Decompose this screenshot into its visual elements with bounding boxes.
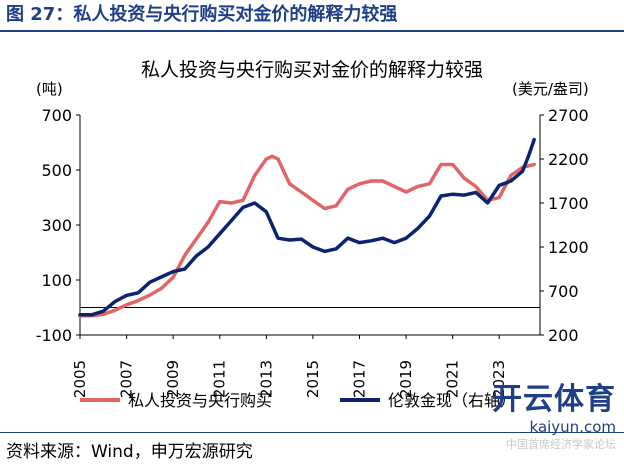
x-tick-label: 2009 [164, 360, 182, 398]
x-tick-label: 2013 [257, 360, 275, 398]
x-tick-label: 2007 [118, 360, 136, 398]
series-line-private-investment [78, 154, 536, 318]
x-tick-label: 2021 [444, 360, 462, 398]
left-tick-label: 500 [41, 161, 72, 180]
left-axis-unit: (吨) [36, 80, 63, 98]
legend-label: 私人投资与央行购买 [128, 391, 272, 410]
x-tick-label: 2015 [304, 360, 322, 398]
series-line-gold-price [78, 137, 536, 317]
left-tick-label: 100 [41, 271, 72, 290]
chart-title: 私人投资与央行购买对金价的解释力较强 [141, 59, 483, 81]
title-rule [0, 30, 624, 32]
right-axis-unit: (美元/盎司) [512, 80, 589, 98]
left-tick-label: -100 [36, 326, 72, 345]
x-tick-label: 2005 [71, 360, 89, 398]
legend: 私人投资与央行购买 伦敦金现（右轴） [80, 391, 516, 410]
left-tick-label: 700 [41, 106, 72, 125]
right-tick-label: 2200 [548, 150, 589, 169]
legend-label: 伦敦金现（右轴） [388, 391, 516, 410]
watermark-subtitle: 中国首席经济学家论坛 [506, 438, 616, 451]
right-tick-label: 700 [548, 282, 579, 301]
right-tick-label: 1200 [548, 238, 589, 257]
bottom-rule [0, 432, 624, 433]
figure-title: 图 27：私人投资与央行购买对金价的解释力较强 [6, 4, 398, 25]
right-tick-label: 2700 [548, 106, 589, 125]
x-tick-label: 2019 [397, 360, 415, 398]
source-note: 资料来源：Wind，申万宏源研究 [6, 442, 253, 462]
right-tick-label: 200 [548, 326, 579, 345]
x-tick-label: 2023 [490, 360, 508, 398]
x-tick-label: 2011 [211, 360, 229, 398]
x-tick-label: 2017 [350, 360, 368, 398]
axes: -100 100 300 500 700 200 700 1200 1700 2200 2700 20… [36, 106, 589, 398]
chart: 私人投资与央行购买对金价的解释力较强 (吨) (美元/盎司) -100 100 30… [36, 59, 589, 410]
right-tick-label: 1700 [548, 194, 589, 213]
series-group [78, 137, 536, 318]
left-tick-label: 300 [41, 216, 72, 235]
